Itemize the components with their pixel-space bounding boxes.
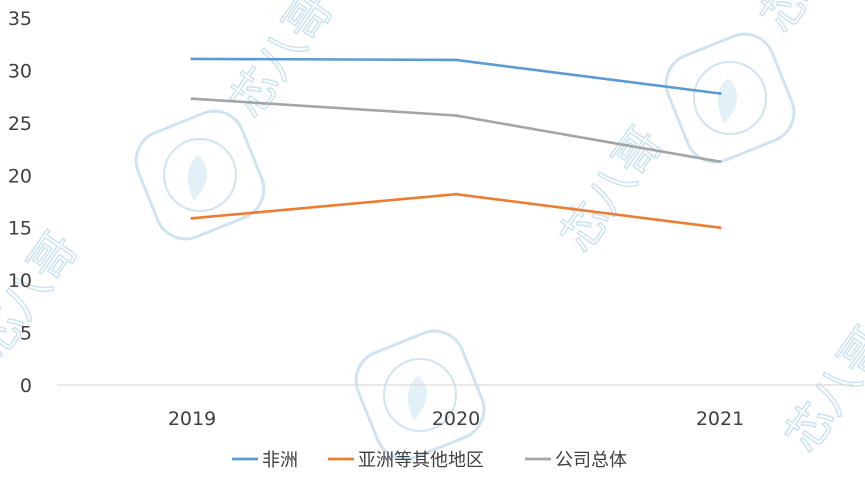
x-tick-label: 2021 xyxy=(696,408,744,430)
legend-item: 亚洲等其他地区 xyxy=(328,450,484,471)
y-tick-label: 30 xyxy=(8,60,32,82)
data-point xyxy=(718,160,722,164)
data-point xyxy=(454,114,458,118)
watermark-text: 芯八哥 xyxy=(550,117,673,261)
watermark-logo xyxy=(134,109,266,241)
data-point xyxy=(190,216,194,220)
y-tick-label: 25 xyxy=(8,113,32,135)
x-tick-label: 2020 xyxy=(432,408,480,430)
data-point xyxy=(190,97,194,101)
x-axis: 2019 2020 2021 xyxy=(168,408,744,430)
y-tick-label: 35 xyxy=(8,8,32,30)
y-tick-label: 20 xyxy=(8,165,32,187)
x-tick-label: 2019 xyxy=(168,408,216,430)
watermark-text: 芯八哥 xyxy=(750,0,865,41)
data-point xyxy=(454,58,458,62)
legend-item: 公司总体 xyxy=(525,450,627,471)
data-point xyxy=(190,57,194,61)
watermark: 芯八哥芯八哥芯八哥芯八哥芯八哥 xyxy=(0,0,865,462)
series-line-2 xyxy=(190,192,722,229)
y-axis: 0 5 10 15 20 25 30 35 xyxy=(8,8,32,397)
legend: 非洲 亚洲等其他地区 公司总体 xyxy=(232,450,627,471)
watermark-logo xyxy=(354,329,486,461)
data-point xyxy=(454,192,458,196)
y-tick-label: 5 xyxy=(20,323,32,345)
watermark-text: 芯八哥 xyxy=(0,222,88,366)
plot-area xyxy=(190,57,722,230)
legend-label: 亚洲等其他地区 xyxy=(358,450,484,471)
watermark-logo xyxy=(664,32,796,164)
watermark-text: 芯八哥 xyxy=(775,317,865,461)
legend-item: 非洲 xyxy=(232,450,298,471)
legend-label: 公司总体 xyxy=(555,450,627,471)
y-tick-label: 0 xyxy=(20,375,32,397)
y-tick-label: 15 xyxy=(8,218,32,240)
data-point xyxy=(718,226,722,230)
y-tick-label: 10 xyxy=(8,270,32,292)
legend-label: 非洲 xyxy=(262,450,298,471)
data-point xyxy=(718,91,722,95)
